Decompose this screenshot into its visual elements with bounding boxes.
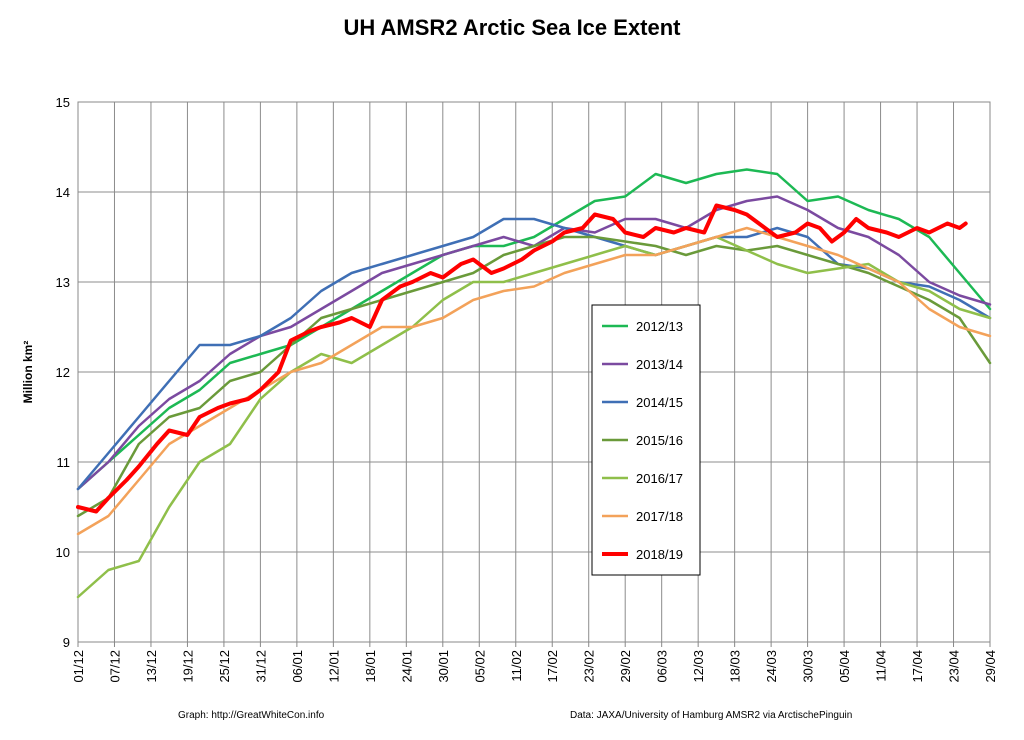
- y-tick-label: 13: [56, 275, 70, 290]
- series-line-2012-13: [76, 168, 992, 491]
- series-line-2018-19: [76, 203, 968, 514]
- legend-label: 2015/16: [636, 433, 683, 448]
- x-tick-label: 11/02: [509, 650, 524, 682]
- x-tick-label: 25/12: [217, 650, 232, 683]
- legend-label: 2012/13: [636, 319, 683, 334]
- x-tick-label: 23/04: [947, 650, 962, 683]
- series-line-2014-15: [76, 217, 992, 491]
- x-tick-label: 17/04: [910, 650, 925, 683]
- x-tick-label: 12/03: [691, 650, 706, 683]
- x-tick-label: 05/04: [837, 650, 852, 683]
- data-credit: Data: JAXA/University of Hamburg AMSR2 v…: [570, 710, 852, 721]
- x-tick-label: 29/02: [618, 650, 633, 683]
- x-tick-label: 29/04: [983, 650, 998, 683]
- x-tick-label: 13/12: [144, 650, 159, 683]
- legend-label: 2018/19: [636, 547, 683, 562]
- x-tick-label: 19/12: [180, 650, 195, 683]
- x-tick-label: 07/12: [107, 650, 122, 683]
- x-tick-label: 05/02: [472, 650, 487, 683]
- x-tick-label: 06/03: [655, 650, 670, 683]
- y-tick-label: 15: [56, 95, 70, 110]
- y-tick-label: 9: [63, 635, 70, 650]
- x-tick-label: 30/01: [436, 650, 451, 683]
- y-tick-label: 14: [56, 185, 70, 200]
- legend-label: 2017/18: [636, 509, 683, 524]
- x-tick-label: 12/01: [326, 650, 341, 683]
- legend-label: 2013/14: [636, 357, 683, 372]
- y-axis: 9 10 11 12 13 14 15: [56, 95, 70, 650]
- series-line-2016-17: [76, 235, 992, 599]
- x-tick-label: 24/03: [764, 650, 779, 683]
- y-axis-label: Million km²: [21, 341, 35, 404]
- x-tick-label: 11/04: [874, 650, 889, 682]
- y-tick-label: 12: [56, 365, 70, 380]
- x-tick-label: 18/01: [363, 650, 378, 683]
- series-line-2017-18: [76, 226, 992, 536]
- x-tick-label: 23/02: [582, 650, 597, 683]
- x-tick-label: 31/12: [253, 650, 268, 683]
- x-tick-label: 30/03: [801, 650, 816, 683]
- x-tick-label: 06/01: [290, 650, 305, 683]
- x-tick-label: 01/12: [71, 650, 86, 683]
- series-line-2015-16: [76, 235, 992, 518]
- x-tick-label: 24/01: [399, 650, 414, 683]
- plot-frame: [77, 101, 991, 643]
- legend: 2012/13 2013/14 2014/15 2015/16 2016/17 2017/…: [591, 304, 701, 576]
- series-line-2013-14: [76, 195, 992, 491]
- chart-title: UH AMSR2 Arctic Sea Ice Extent: [343, 15, 681, 40]
- graph-credit: Graph: http://GreatWhiteCon.info: [178, 710, 325, 721]
- grid: [77, 101, 991, 643]
- legend-label: 2014/15: [636, 395, 683, 410]
- y-tick-label: 11: [57, 455, 71, 470]
- x-tick-label: 17/02: [545, 650, 560, 683]
- series-group: [76, 168, 992, 599]
- x-axis: 01/12 07/12 13/12 19/12 25/12 31/12 06/01 12/01…: [71, 642, 998, 683]
- y-tick-label: 10: [56, 545, 70, 560]
- x-tick-label: 18/03: [728, 650, 743, 683]
- legend-label: 2016/17: [636, 471, 683, 486]
